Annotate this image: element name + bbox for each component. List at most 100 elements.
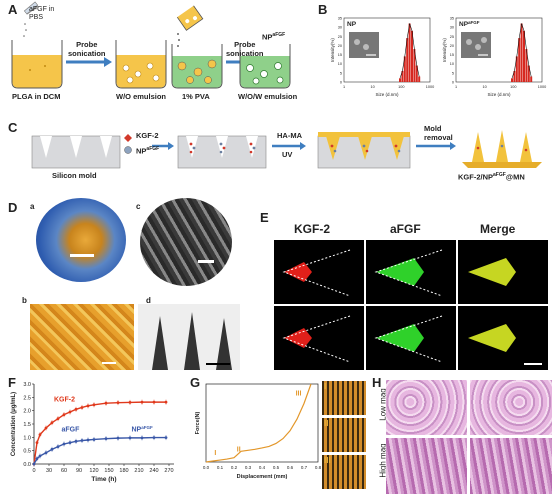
col-title-afgf: aFGF [390, 222, 421, 236]
x-tick: 0.7 [301, 465, 308, 470]
dls-chart-np-afgf: NPaFGF 0 5 10 15 20 25 30 35 1 10 100 1000 Size (d.nm… [442, 17, 546, 98]
y-tick: 20 [450, 44, 454, 48]
sem-image-c [140, 198, 232, 286]
x-tick: 0.5 [273, 465, 280, 470]
y-tick: 25 [450, 35, 454, 39]
force-curve [205, 383, 312, 463]
annotation-iii: III [296, 391, 302, 398]
x-tick: 100 [398, 85, 404, 89]
histogram-bar [530, 76, 533, 82]
legend-np-afgf: NPaFGF [132, 425, 153, 434]
y-tick: 30 [338, 26, 342, 30]
particle [466, 39, 472, 45]
particle [363, 44, 369, 50]
x-tick: 0.3 [245, 465, 252, 470]
x-tick: 0 [32, 468, 35, 474]
histogram-bar [403, 56, 406, 82]
sem-side-d [138, 304, 240, 370]
y-tick: 5 [340, 71, 342, 75]
img-label-ii: II [324, 419, 329, 428]
fit-curve [399, 23, 420, 79]
x-tick: 240 [149, 468, 158, 474]
histogram-bar [523, 30, 525, 82]
panel-a-schematic [11, 1, 291, 89]
mn-patch-photo [36, 198, 126, 282]
y-tick: 15 [450, 53, 454, 57]
histogram-bar [413, 49, 416, 82]
fit-curve [511, 23, 532, 79]
photo-b-label: b [22, 296, 27, 305]
y-tick: 10 [338, 62, 342, 66]
x-tick: 0.6 [287, 465, 294, 470]
y-tick: 5 [452, 71, 454, 75]
panel-e-label: E [260, 210, 269, 225]
x-label: Time (h) [91, 476, 116, 483]
beaker-label-3: 1% PVA [182, 92, 210, 101]
x-label: Displacement (mm) [237, 474, 288, 480]
y-tick: 15 [338, 53, 342, 57]
y-tick: 35 [338, 17, 342, 21]
x-tick: 100 [510, 85, 516, 89]
y-label: Intensity(%) [330, 38, 335, 62]
x-tick: 0.4 [259, 465, 266, 470]
col-title-merge: Merge [480, 222, 516, 236]
histogram-bar [520, 23, 523, 82]
y-tick: 0.0 [23, 462, 31, 468]
y-tick: 20 [338, 44, 342, 48]
plot-frame [455, 17, 543, 83]
histogram-bar [515, 56, 518, 82]
histogram-bar [415, 65, 418, 82]
fluorescence-grid: KGF-2 aFGF Merge [274, 222, 550, 370]
histogram-bar [518, 38, 521, 82]
y-tick: 30 [450, 26, 454, 30]
x-label: Size (d.nm) [487, 92, 511, 97]
photo-a-label: a [30, 202, 35, 211]
series-line-0 [33, 401, 166, 465]
x-tick: 150 [104, 468, 113, 474]
step2-label: Probe sonication [226, 40, 264, 58]
np-afgf-label: NPaFGF [262, 32, 286, 42]
x-tick: 90 [76, 468, 82, 474]
silicon-mold-label: Silicon mold [52, 171, 97, 180]
y-tick: 1.5 [23, 422, 31, 428]
plot-frame [205, 383, 319, 463]
particle [481, 37, 487, 43]
x-tick: 1 [343, 85, 345, 89]
chart-title: NPaFGF [459, 20, 480, 28]
img-label-i: I [324, 382, 327, 391]
y-tick: 10 [450, 62, 454, 66]
reagent-label: aFGF in PBS [29, 6, 55, 21]
kgf2-legend: KGF-2 [136, 131, 159, 140]
legend-kgf2: KGF-2 [54, 396, 75, 403]
x-tick: 0.0 [203, 465, 210, 470]
panel-g-label: G [190, 375, 201, 390]
beaker-label-4: W/O/W emulsion [238, 92, 298, 101]
mn-compression-images: I II III [322, 381, 366, 489]
histogram-bar [527, 65, 530, 82]
x-tick: 180 [119, 468, 128, 474]
annotation-ii: II [237, 446, 241, 453]
histogram-bar [411, 30, 413, 82]
histology-grid: Low mag High mag [379, 380, 552, 494]
y-tick: 0 [452, 81, 454, 85]
y-tick: 1.0 [23, 435, 31, 441]
x-tick: 10 [371, 85, 375, 89]
release-chart: 0.0 0.5 1.0 1.5 2.0 2.5 3.0 0 30 60 90 120 150 180 210… [11, 382, 174, 483]
hama-label: HA-MA [277, 131, 302, 140]
histogram-bar [401, 71, 404, 82]
uv-label: UV [282, 150, 293, 159]
panel-d-label: D [8, 200, 18, 215]
chart-title: NP [347, 21, 357, 28]
step1-label: Probe sonication [68, 40, 106, 58]
mn-array-photo [30, 304, 134, 370]
panel-b-label: B [318, 2, 328, 17]
x-tick: 1000 [538, 85, 546, 89]
y-label: Force(N) [195, 412, 201, 435]
particle [354, 39, 360, 45]
y-tick: 0 [340, 81, 342, 85]
x-tick: 120 [89, 468, 98, 474]
img-label-iii: III [324, 456, 331, 465]
panel-c-schematic [31, 130, 542, 169]
mold-removal-label: Mold removal [424, 124, 453, 142]
x-tick: 0.2 [231, 465, 238, 470]
